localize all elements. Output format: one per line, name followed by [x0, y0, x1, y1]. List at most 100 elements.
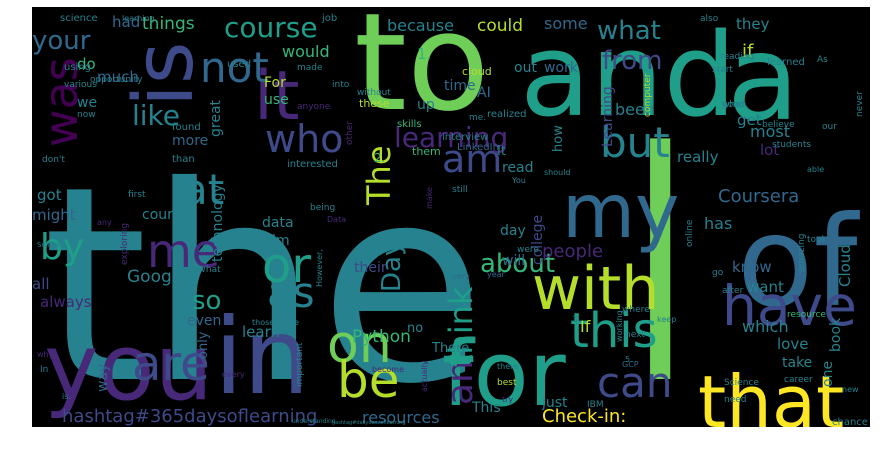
word-python: Python: [352, 327, 411, 347]
word-you: you: [44, 314, 213, 421]
word-4: 4.: [177, 315, 185, 324]
word-found: found: [172, 122, 201, 133]
word-using: using: [64, 62, 91, 73]
word-about: about: [480, 249, 555, 279]
word-for: For: [264, 75, 286, 91]
word-science: Science: [724, 378, 759, 388]
word-into: into: [332, 80, 350, 90]
word-made: made: [297, 63, 323, 73]
word-become: become: [372, 365, 404, 374]
word-there: There: [431, 341, 469, 356]
word-but: but: [600, 118, 670, 167]
word-interview: interview: [442, 132, 488, 143]
word-even: even: [187, 313, 221, 329]
word-new: new: [842, 385, 859, 394]
word-would: would: [282, 42, 330, 61]
word-working: working: [615, 310, 624, 342]
word-great: great: [208, 99, 224, 137]
word-this: This: [471, 400, 501, 416]
word-how: how: [551, 125, 566, 152]
word-one: one: [820, 361, 836, 387]
word-learning: Learning: [600, 86, 616, 147]
word-the: The: [360, 145, 398, 206]
word-5: 5.: [625, 355, 633, 364]
word-2: 2.: [374, 151, 385, 165]
word-had: had: [112, 13, 140, 31]
word-i: I: [630, 73, 690, 427]
word-as: as: [267, 268, 315, 317]
word-is: is.: [62, 392, 71, 401]
word-important: important: [295, 342, 305, 387]
word-if: If: [580, 317, 591, 336]
word-we: we: [77, 95, 97, 111]
word-out: out: [514, 60, 537, 76]
word-be: be: [337, 351, 400, 409]
word-school: School: [37, 241, 60, 249]
word-without: without: [357, 88, 391, 98]
word-students: students: [772, 140, 811, 150]
word-which: which: [742, 317, 789, 336]
word-is: is: [117, 41, 212, 107]
word-there: there: [497, 362, 518, 371]
word-because: because: [387, 16, 454, 35]
word-career: career: [784, 375, 813, 385]
word-why: why: [37, 350, 54, 359]
word-in: In: [40, 365, 48, 375]
word-it: it: [254, 57, 300, 136]
word-coursera: Coursera: [718, 186, 799, 207]
word-check-in: Check-in:: [542, 406, 626, 427]
word-this: this: [570, 303, 658, 359]
word-hashtag-dailydoseoflearning: hashtag#dailydoseoflearning: [332, 420, 406, 426]
word-learn: learn: [242, 323, 280, 341]
word-than: than: [172, 154, 195, 165]
word-like: like: [132, 99, 180, 132]
word-might: might: [32, 206, 76, 224]
word-where: where: [622, 305, 650, 315]
word-try: try: [502, 395, 513, 404]
word-online: online: [685, 219, 695, 247]
word-took: took: [807, 235, 828, 245]
word-now: now: [77, 110, 96, 120]
word-got: got: [37, 186, 62, 204]
word-after: after: [722, 286, 744, 296]
word-google: Google: [127, 267, 187, 287]
word-learned: learned: [767, 57, 805, 68]
word-those: those: [252, 318, 274, 327]
word-my: my: [562, 167, 679, 255]
word-never: never: [855, 91, 865, 117]
word-computer: computer: [643, 73, 653, 117]
word-much: much: [97, 68, 139, 86]
word-as: As: [817, 55, 828, 65]
word-of: of: [737, 190, 860, 335]
word-all: all: [32, 275, 50, 293]
word-work: work: [544, 60, 579, 76]
word-read: read: [502, 160, 534, 176]
word-up: up: [417, 97, 435, 113]
word-day: Day: [377, 241, 407, 292]
word-however: However,: [315, 249, 324, 287]
word-do: do: [77, 55, 96, 73]
word-more: more: [172, 133, 208, 149]
word-amazing: amazing: [797, 234, 807, 272]
word-used: used: [227, 59, 251, 70]
word-gcp: GCP: [622, 360, 639, 369]
word-that: that: [698, 360, 844, 427]
word-reading: reading: [720, 52, 754, 62]
word-see: see: [285, 318, 299, 327]
word-get: get: [737, 111, 762, 129]
word-chance: chance: [832, 417, 868, 427]
word-could: could: [477, 16, 523, 36]
word-and: and: [520, 9, 736, 143]
word-any: any: [97, 218, 112, 227]
word-when: when: [722, 100, 746, 110]
word-most: most: [750, 122, 790, 141]
word-me: me.: [469, 113, 486, 123]
word-ibm: IBM: [587, 400, 604, 410]
word-think: think: [442, 286, 480, 367]
word-with: with: [532, 254, 659, 324]
word-next: next: [625, 330, 645, 340]
word-various: various: [64, 80, 97, 90]
word-every: every: [222, 370, 245, 379]
